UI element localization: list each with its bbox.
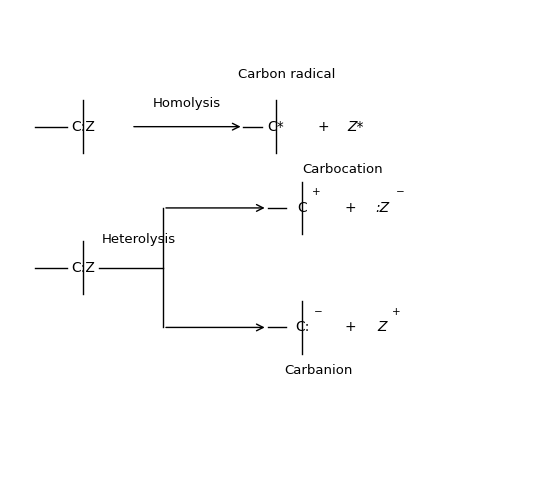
Text: C:Z: C:Z [71,261,95,275]
Text: +: + [392,307,401,317]
Text: C: C [297,201,307,215]
Text: Heterolysis: Heterolysis [102,233,176,246]
Text: −: − [396,187,404,197]
Text: +: + [312,187,320,197]
Text: −: − [314,307,323,317]
Text: +: + [345,320,356,335]
Text: Homolysis: Homolysis [153,97,221,110]
Text: C:: C: [295,320,309,335]
Text: C*: C* [267,120,284,134]
Text: Z*: Z* [348,120,364,134]
Text: C:Z: C:Z [71,120,95,134]
Text: +: + [345,201,356,215]
Text: Carbon radical: Carbon radical [238,67,335,81]
Text: Carbanion: Carbanion [284,364,353,377]
Text: Z: Z [378,320,387,335]
Text: Carbocation: Carbocation [302,163,383,176]
Text: +: + [318,120,330,134]
Text: :Z: :Z [376,201,389,215]
